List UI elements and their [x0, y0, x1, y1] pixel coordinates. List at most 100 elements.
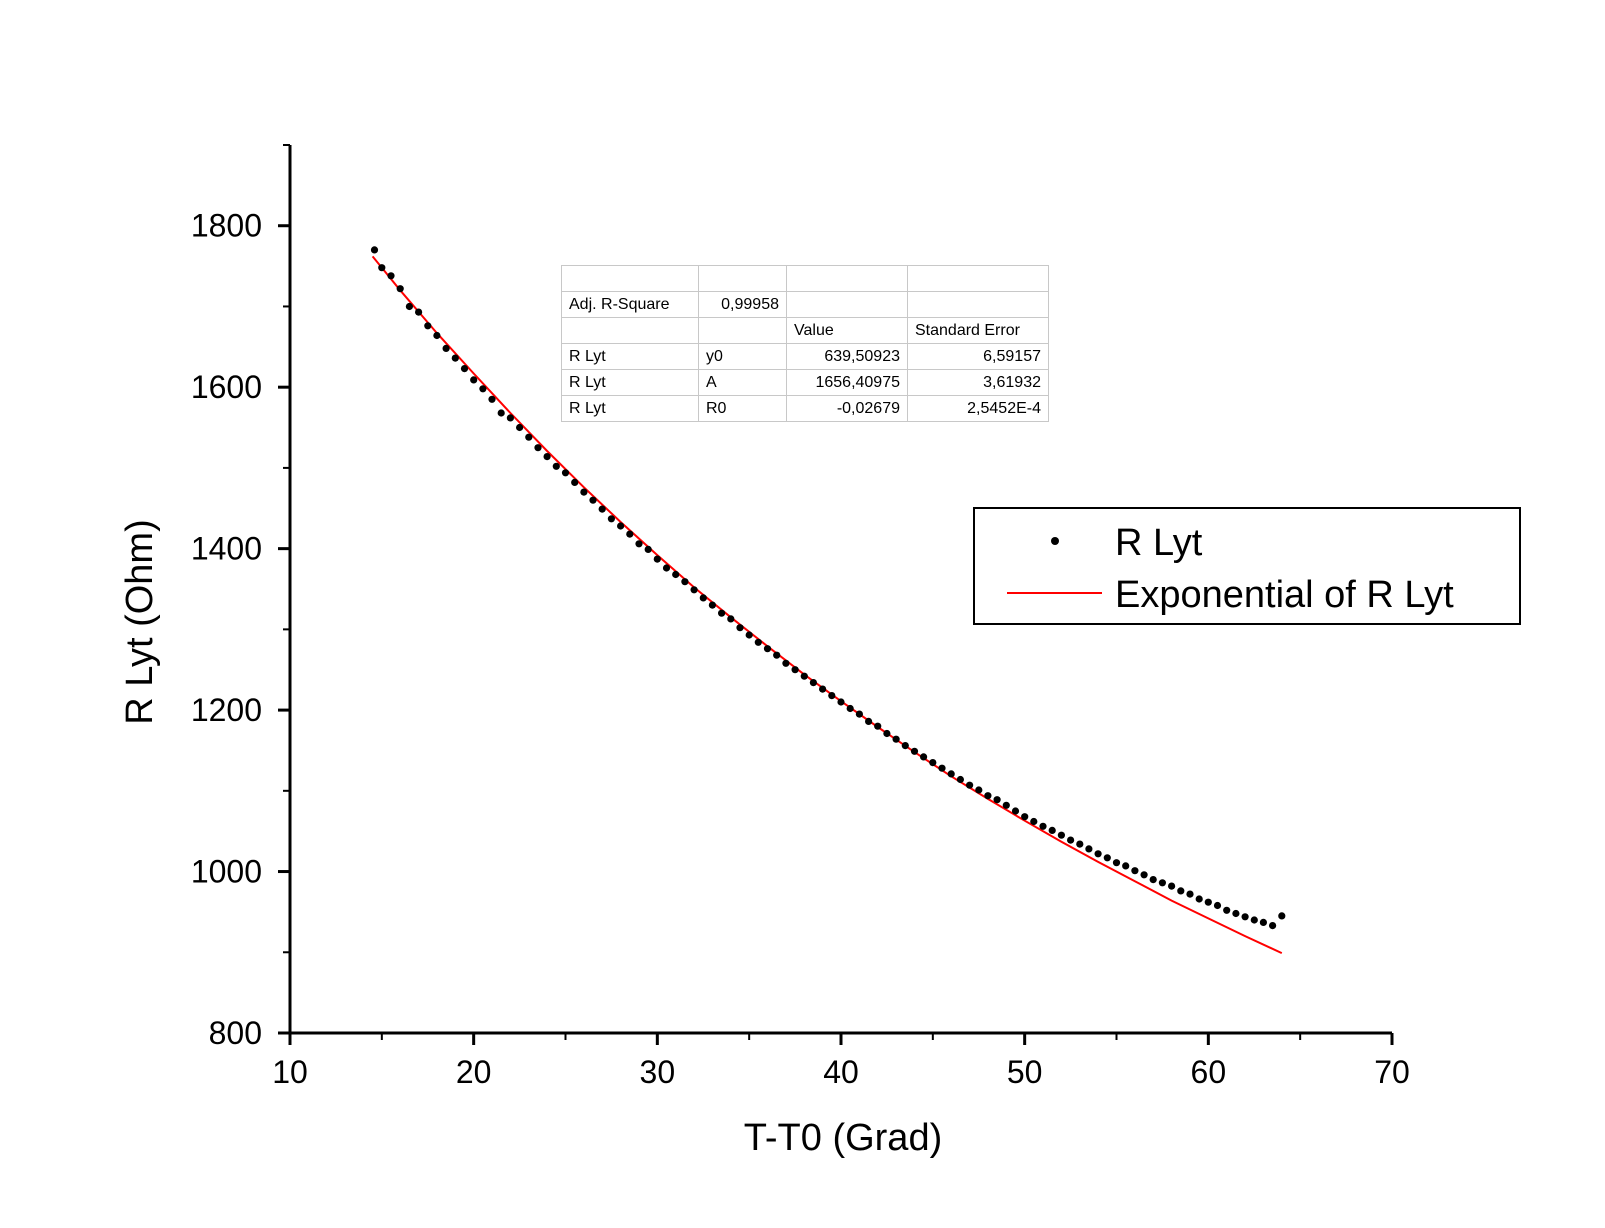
- data-point: [809, 679, 818, 687]
- table-cell: [698, 317, 787, 344]
- table-cell: [698, 265, 787, 292]
- data-point: [1223, 906, 1231, 914]
- y-tick-label: 800: [209, 1015, 262, 1051]
- data-point: [662, 564, 671, 572]
- table-cell: 2,5452E-4: [907, 395, 1049, 422]
- data-point: [635, 540, 643, 548]
- data-point: [1085, 845, 1093, 853]
- data-point: [718, 609, 726, 617]
- data-point: [644, 545, 652, 554]
- data-point: [370, 246, 379, 254]
- y-ticks: 800 1000 1200 1400 1600 1800: [191, 144, 290, 1051]
- table-cell: -0,02679: [786, 395, 908, 422]
- data-point: [387, 272, 395, 280]
- data-point: [938, 764, 946, 772]
- data-point: [975, 786, 983, 794]
- data-point: [415, 308, 423, 316]
- data-point: [607, 515, 616, 523]
- data-point: [1011, 807, 1020, 815]
- data-point: [516, 423, 524, 432]
- data-point: [460, 365, 469, 373]
- data-point: [405, 302, 413, 311]
- y-axis-title: R Lyt (Ohm): [119, 519, 161, 725]
- data-point: [1213, 901, 1222, 910]
- fit-results-table: Adj. R-Square 0,99958 Value Standard Err…: [561, 265, 1049, 422]
- data-point: [782, 659, 790, 667]
- table-row: [561, 265, 1049, 292]
- data-point: [1021, 813, 1029, 821]
- data-point: [497, 409, 505, 417]
- x-tick-label: 10: [272, 1054, 308, 1090]
- table-cell: 639,50923: [786, 343, 908, 370]
- data-point: [745, 631, 753, 639]
- data-point: [1149, 876, 1157, 884]
- data-point: [773, 651, 781, 659]
- x-tick-label: 50: [1007, 1054, 1043, 1090]
- y-tick-label: 1000: [191, 854, 262, 890]
- data-point: [1195, 895, 1203, 903]
- points-layer: [370, 246, 1286, 930]
- legend: R Lyt Exponential of R Lyt: [973, 507, 1521, 625]
- data-point: [1002, 801, 1010, 809]
- data-point: [1278, 912, 1286, 920]
- data-point: [947, 770, 955, 778]
- data-point: [378, 264, 386, 272]
- data-point: [1204, 898, 1212, 906]
- data-point: [561, 469, 570, 477]
- legend-label-exponential: Exponential of R Lyt: [1115, 574, 1454, 616]
- table-row: Value Standard Error: [561, 317, 1049, 344]
- table-cell: [786, 265, 908, 292]
- table-cell: [561, 265, 699, 292]
- table-cell: 3,61932: [907, 369, 1049, 396]
- y-tick-label: 1400: [191, 531, 262, 567]
- data-point: [993, 796, 1001, 804]
- data-point: [451, 354, 459, 362]
- axes: 10 20 30 40 50 60 70 800 1000 1200 1400 1600 1800: [191, 144, 1410, 1090]
- data-point: [708, 601, 717, 609]
- data-point: [534, 444, 542, 452]
- data-point: [1131, 867, 1139, 875]
- data-point: [1122, 862, 1130, 870]
- table-header-value: Value: [786, 317, 908, 344]
- table-cell: Adj. R-Square: [561, 291, 699, 318]
- legend-marker-dot: [1051, 537, 1059, 545]
- data-point: [892, 735, 900, 743]
- x-tick-label: 60: [1191, 1054, 1227, 1090]
- y-tick-label: 1200: [191, 692, 262, 728]
- data-point: [1168, 882, 1176, 890]
- table-cell: A: [698, 369, 787, 396]
- data-point: [865, 717, 873, 726]
- data-point: [580, 488, 588, 496]
- data-point: [901, 742, 909, 750]
- data-point: [1259, 918, 1267, 927]
- data-point: [506, 414, 514, 422]
- data-point: [966, 781, 974, 789]
- table-header-standard-error: Standard Error: [907, 317, 1049, 344]
- data-point: [956, 775, 965, 784]
- data-point: [874, 722, 882, 730]
- data-point: [1140, 871, 1148, 879]
- data-point: [424, 322, 432, 330]
- data-point: [1094, 850, 1102, 858]
- data-point: [763, 645, 772, 653]
- data-point: [653, 555, 661, 563]
- table-cell: R Lyt: [561, 343, 699, 370]
- table-cell: [561, 317, 699, 344]
- data-point: [1067, 836, 1075, 844]
- x-tick-label: 30: [640, 1054, 676, 1090]
- x-tick-label: 40: [823, 1054, 859, 1090]
- data-point: [1030, 817, 1038, 826]
- table-cell: R Lyt: [561, 395, 699, 422]
- table-cell: [786, 291, 908, 318]
- table-cell: 6,59157: [907, 343, 1049, 370]
- data-point: [626, 530, 634, 538]
- x-tick-label: 70: [1374, 1054, 1410, 1090]
- legend-box: [973, 507, 1521, 625]
- data-point: [828, 692, 836, 700]
- table-row: R Lyt A 1656,40975 3,61932: [561, 369, 1049, 396]
- y-tick-label: 1800: [191, 208, 262, 244]
- data-point: [1250, 916, 1258, 924]
- data-point: [1057, 831, 1065, 839]
- data-point: [727, 615, 735, 623]
